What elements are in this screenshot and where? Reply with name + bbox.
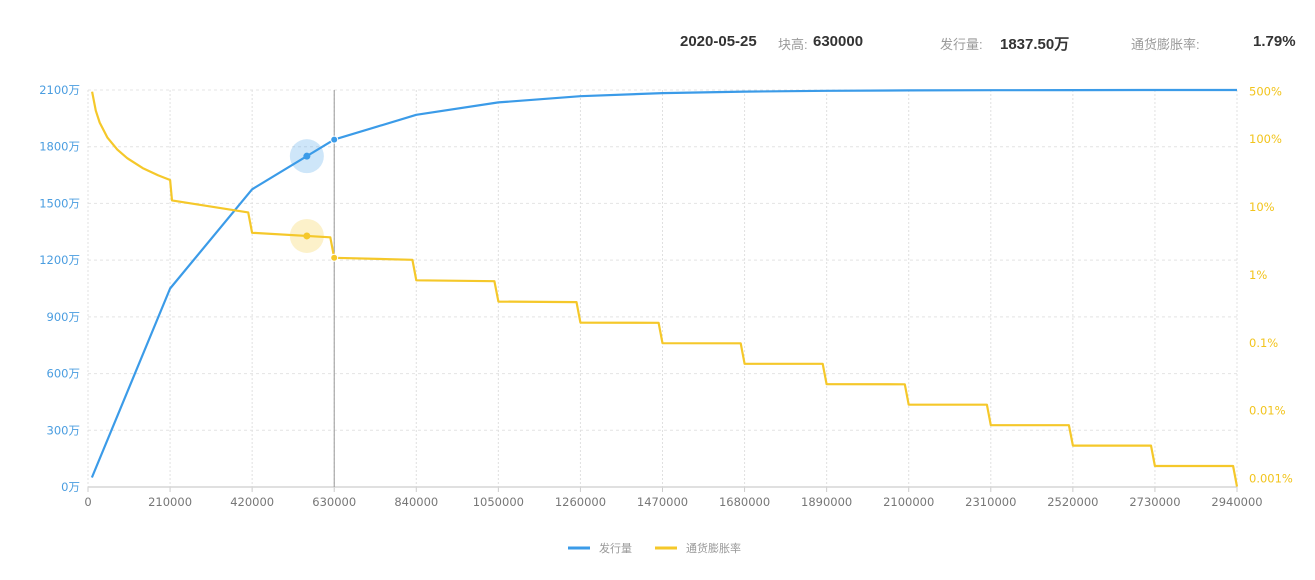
inflation-value: 1.79% [1253,33,1296,50]
left-axis-tick: 900万 [47,310,80,324]
x-axis-tick: 1680000 [719,495,770,509]
right-axis-tick: 0.001% [1249,472,1293,486]
x-axis-tick: 0 [84,495,91,509]
tooltip-header: 2020-05-25 块高: 630000 发行量: 1837.50万 通货膨胀… [0,33,1315,55]
x-axis-tick: 840000 [394,495,438,509]
date-value: 2020-05-25 [680,33,757,50]
inflation-label: 通货膨胀率: [1131,37,1200,52]
inflation-cursor-point [330,253,339,262]
left-axis-tick: 1800万 [39,140,80,154]
left-axis-tick: 2100万 [39,83,80,97]
x-axis-tick: 1890000 [801,495,852,509]
supply-label: 发行量: [940,37,983,52]
inflation-line [91,91,1239,487]
x-axis-tick: 2310000 [965,495,1016,509]
right-axis-tick: 0.01% [1249,404,1286,418]
legend-supply-label: 发行量 [599,541,632,555]
left-axis-tick: 300万 [47,423,80,437]
x-axis-tick: 2940000 [1211,495,1262,509]
x-axis-tick: 2520000 [1047,495,1098,509]
x-axis-tick: 630000 [312,495,356,509]
right-axis-tick: 100% [1249,132,1282,146]
x-axis-tick: 2730000 [1129,495,1180,509]
right-axis-tick: 1% [1249,268,1267,282]
right-axis-tick: 0.1% [1249,336,1278,350]
left-axis-tick: 0万 [61,480,80,494]
x-axis-tick: 1050000 [473,495,524,509]
supply-highlight-point [303,152,311,160]
x-axis-tick: 210000 [148,495,192,509]
x-axis-tick: 2100000 [883,495,934,509]
right-axis-tick: 10% [1249,200,1275,214]
supply-cursor-point [330,135,339,144]
left-axis-tick: 1500万 [39,196,80,210]
left-axis-tick: 600万 [47,367,80,381]
block-height-label: 块高: [778,37,808,52]
x-axis-tick: 1470000 [637,495,688,509]
inflation-highlight-point [303,232,311,240]
legend-inflation-label: 通货膨胀率 [686,541,741,555]
x-axis-tick: 1260000 [555,495,606,509]
block-height-value: 630000 [813,33,864,50]
right-axis-tick: 500% [1249,85,1282,99]
supply-value: 1837.50万 [1000,36,1070,53]
supply-line [90,88,1237,478]
x-axis-tick: 420000 [230,495,274,509]
left-axis-tick: 1200万 [39,253,80,267]
